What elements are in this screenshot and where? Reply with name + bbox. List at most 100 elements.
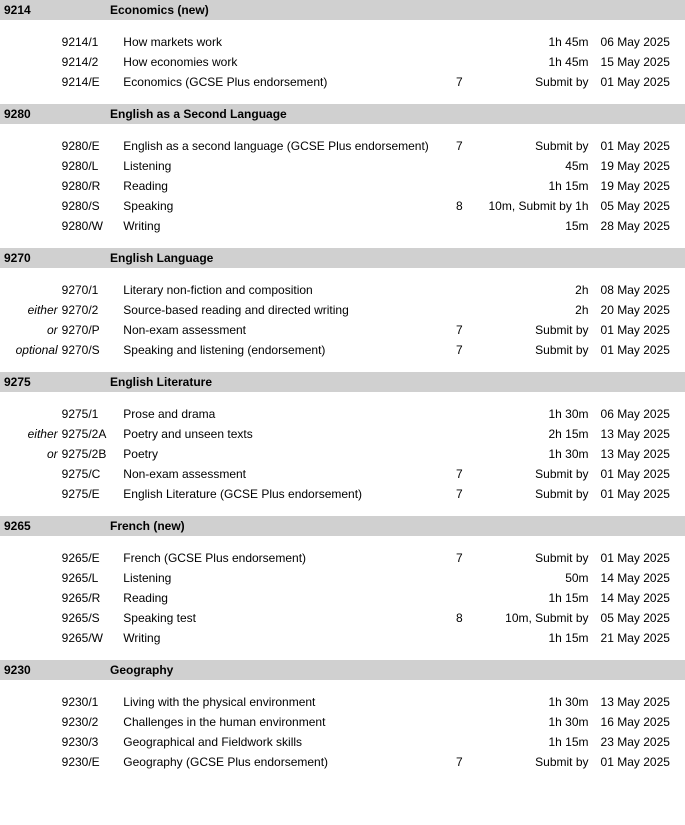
unit-desc: Source-based reading and directed writin…: [123, 303, 439, 317]
unit-desc: How markets work: [123, 35, 439, 49]
unit-date: 01 May 2025: [597, 75, 685, 89]
subject-title: English as a Second Language: [62, 107, 287, 121]
subject-title: English Literature: [62, 375, 212, 389]
subject-code: 9270: [0, 251, 62, 265]
exam-row: 9280/WWriting 15m28 May 2025: [0, 216, 685, 236]
unit-duration: 1h 30m: [479, 447, 596, 461]
unit-date: 13 May 2025: [597, 695, 685, 709]
unit-duration: 2h: [479, 283, 596, 297]
unit-desc: Listening: [123, 159, 439, 173]
exam-row: 9214/1How markets work1h 45m06 May 2025: [0, 32, 685, 52]
unit-duration: 1h 30m: [479, 407, 596, 421]
unit-duration: 45m: [479, 159, 596, 173]
unit-desc: How economies work: [123, 55, 439, 69]
unit-date: 01 May 2025: [597, 551, 685, 565]
row-prefix: either: [0, 303, 62, 317]
unit-date: 16 May 2025: [597, 715, 685, 729]
unit-code: 9214/1: [62, 35, 124, 49]
unit-duration: Submit by: [479, 75, 596, 89]
exam-timetable: 9214Economics (new) 9214/1How markets wor…: [0, 0, 685, 784]
unit-desc: Geography (GCSE Plus endorsement): [123, 755, 439, 769]
unit-duration: 2h 15m: [479, 427, 596, 441]
unit-code: 9230/2: [62, 715, 124, 729]
exam-row: 9230/EGeography (GCSE Plus endorsement)7…: [0, 752, 685, 772]
exam-row: 9280/RReading1h 15m19 May 2025: [0, 176, 685, 196]
exam-row: 9265/RReading1h 15m14 May 2025: [0, 588, 685, 608]
unit-desc: Non-exam assessment: [123, 467, 439, 481]
unit-code: 9280/E: [62, 139, 124, 153]
exam-row: 9230/2Challenges in the human environmen…: [0, 712, 685, 732]
unit-code: 9214/2: [62, 55, 124, 69]
unit-date: 01 May 2025: [597, 467, 685, 481]
exam-row: either9275/2APoetry and unseen texts2h 1…: [0, 424, 685, 444]
unit-duration: Submit by: [479, 755, 596, 769]
unit-code: 9275/E: [62, 487, 124, 501]
subject-code: 9275: [0, 375, 62, 389]
unit-code: 9270/2: [62, 303, 124, 317]
unit-code: 9280/W: [62, 219, 124, 233]
unit-code: 9275/2B: [62, 447, 124, 461]
subject-code: 9265: [0, 519, 62, 533]
subject-header: 9230Geography: [0, 660, 685, 680]
unit-date: 28 May 2025: [597, 219, 685, 233]
unit-note: 7: [439, 75, 479, 89]
unit-date: 15 May 2025: [597, 55, 685, 69]
unit-code: 9275/1: [62, 407, 124, 421]
unit-code: 9265/S: [62, 611, 124, 625]
row-prefix: optional: [0, 343, 62, 357]
subject-items: 9214/1How markets work1h 45m06 May 20259…: [0, 20, 685, 104]
unit-date: 20 May 2025: [597, 303, 685, 317]
unit-desc: Writing: [123, 219, 439, 233]
unit-date: 01 May 2025: [597, 487, 685, 501]
unit-duration: 1h 45m: [479, 35, 596, 49]
unit-duration: 1h 30m: [479, 695, 596, 709]
unit-date: 14 May 2025: [597, 571, 685, 585]
unit-desc: French (GCSE Plus endorsement): [123, 551, 439, 565]
unit-date: 01 May 2025: [597, 755, 685, 769]
unit-desc: Geographical and Fieldwork skills: [123, 735, 439, 749]
unit-code: 9270/P: [62, 323, 124, 337]
unit-code: 9270/1: [62, 283, 124, 297]
subject-code: 9214: [0, 3, 62, 17]
unit-desc: Prose and drama: [123, 407, 439, 421]
unit-code: 9265/R: [62, 591, 124, 605]
subject-header: 9265French (new): [0, 516, 685, 536]
unit-code: 9270/S: [62, 343, 124, 357]
subject-header: 9214Economics (new): [0, 0, 685, 20]
unit-desc: Living with the physical environment: [123, 695, 439, 709]
exam-row: or9270/PNon-exam assessment7Submit by01 …: [0, 320, 685, 340]
unit-code: 9265/W: [62, 631, 124, 645]
subject-items: 9230/1Living with the physical environme…: [0, 680, 685, 784]
unit-code: 9230/E: [62, 755, 124, 769]
exam-row: either9270/2Source-based reading and dir…: [0, 300, 685, 320]
exam-row: 9265/WWriting1h 15m21 May 2025: [0, 628, 685, 648]
exam-row: 9270/1Literary non-fiction and compositi…: [0, 280, 685, 300]
subject-items: 9270/1Literary non-fiction and compositi…: [0, 268, 685, 372]
unit-desc: Listening: [123, 571, 439, 585]
unit-code: 9230/1: [62, 695, 124, 709]
unit-date: 01 May 2025: [597, 139, 685, 153]
unit-desc: Non-exam assessment: [123, 323, 439, 337]
unit-duration: 50m: [479, 571, 596, 585]
subject-title: French (new): [62, 519, 185, 533]
exam-row: 9230/3Geographical and Fieldwork skills1…: [0, 732, 685, 752]
exam-row: 9280/SSpeaking810m, Submit by 1h05 May 2…: [0, 196, 685, 216]
unit-code: 9275/2A: [62, 427, 124, 441]
row-prefix: either: [0, 427, 62, 441]
exam-row: 9265/SSpeaking test810m, Submit by05 May…: [0, 608, 685, 628]
unit-date: 19 May 2025: [597, 179, 685, 193]
unit-code: 9280/L: [62, 159, 124, 173]
exam-row: optional9270/SSpeaking and listening (en…: [0, 340, 685, 360]
unit-desc: Speaking: [123, 199, 439, 213]
unit-duration: Submit by: [479, 323, 596, 337]
subject-items: 9265/EFrench (GCSE Plus endorsement)7Sub…: [0, 536, 685, 660]
unit-note: 7: [439, 755, 479, 769]
unit-date: 23 May 2025: [597, 735, 685, 749]
unit-duration: 1h 15m: [479, 735, 596, 749]
unit-duration: 1h 45m: [479, 55, 596, 69]
unit-desc: Literary non-fiction and composition: [123, 283, 439, 297]
unit-code: 9280/R: [62, 179, 124, 193]
subject-header: 9275English Literature: [0, 372, 685, 392]
unit-date: 19 May 2025: [597, 159, 685, 173]
unit-duration: 15m: [479, 219, 596, 233]
